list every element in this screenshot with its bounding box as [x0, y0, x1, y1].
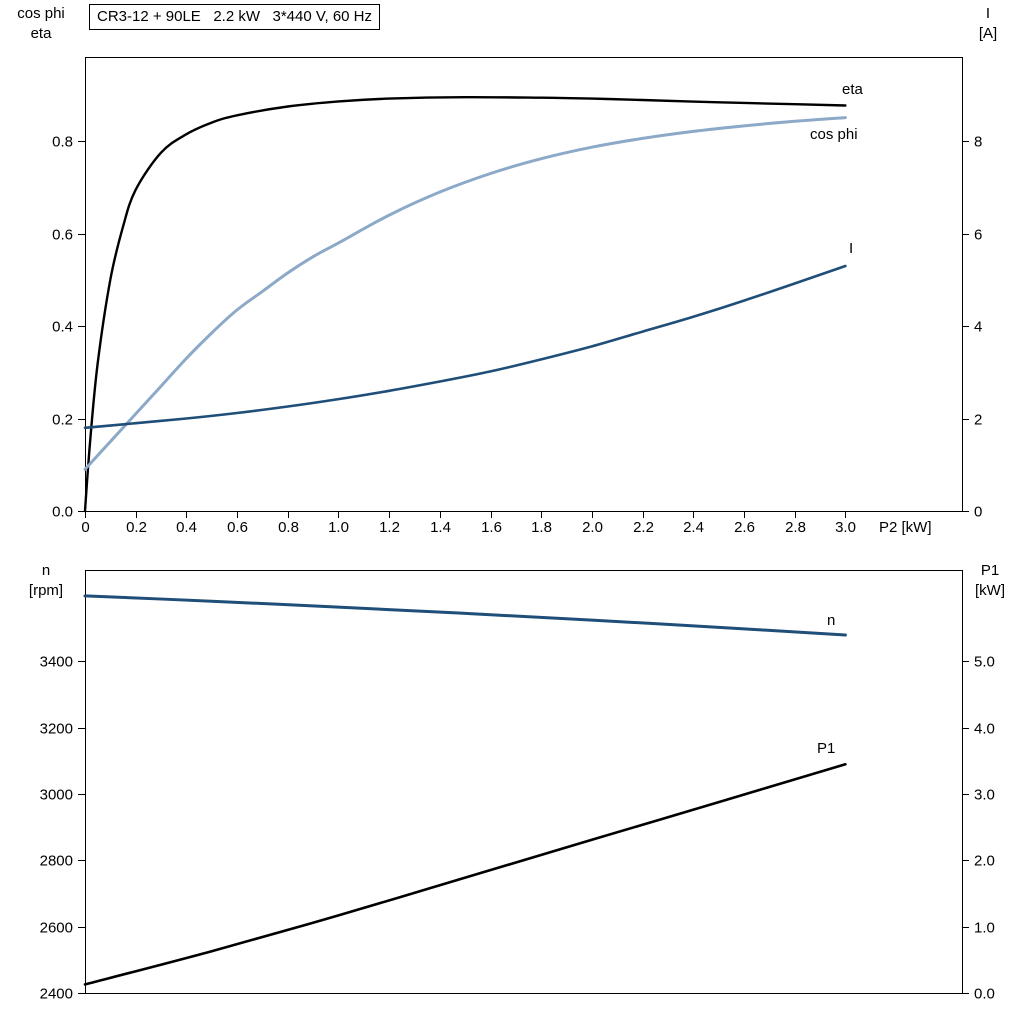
x-tick-label: 2.2 — [633, 519, 654, 536]
y-left-tick-label: 0.8 — [52, 134, 73, 151]
y-left-tick-label: 2400 — [40, 986, 73, 1003]
top-left-axis-label-line2: eta — [30, 25, 52, 42]
y-right-tick-label: 8 — [974, 134, 982, 151]
y-left-tick-label: 3000 — [40, 787, 73, 804]
x-tick-label: 1.4 — [430, 519, 451, 536]
top-right-axis-label-line2: [A] — [978, 25, 998, 42]
y-right-tick-label: 1.0 — [974, 920, 995, 937]
x-tick-label: 0.4 — [176, 519, 197, 536]
y-right-tick-label: 2.0 — [974, 853, 995, 870]
y-right-tick-label: 0.0 — [974, 986, 995, 1003]
x-tick-label: 2.4 — [683, 519, 704, 536]
y-left-tick-label: 3200 — [40, 721, 73, 738]
x-tick-label: 0 — [81, 519, 89, 536]
x-tick-label: 2.0 — [582, 519, 603, 536]
bottom-chart: 2400 2600 2800 3000 3200 3400 0.0 1.0 2.0 3.0 4.0 5… — [40, 570, 995, 1003]
curve-label-p1: P1 — [817, 740, 835, 757]
top-chart: 0.0 0.2 0.4 0.6 0.8 0 2 4 6 8 0 0.2 0.4 0.6 0.8 1.0 1.2 1… — [52, 57, 982, 536]
top-left-axis-label-line1: cos phi — [17, 5, 65, 22]
curve-i — [83, 264, 847, 430]
y-left-tick-label: 2600 — [40, 920, 73, 937]
plot-frame — [85, 57, 963, 512]
y-left-tick-label: 0.2 — [52, 412, 73, 429]
curve-eta — [83, 95, 847, 513]
y-left-tick-label: 0.6 — [52, 227, 73, 244]
x-tick-label: 0.2 — [126, 519, 147, 536]
x-tick-label: 0.6 — [227, 519, 248, 536]
bottom-right-axis-label-line2: [kW] — [975, 582, 1005, 599]
x-tick-label: 1.0 — [328, 519, 349, 536]
x-axis-label: P2 [kW] — [879, 519, 932, 536]
top-right-axis-label-line1: I — [985, 5, 991, 22]
x-tick-label: 2.8 — [785, 519, 806, 536]
curve-label-cos-phi: cos phi — [810, 126, 858, 143]
curve-n — [83, 594, 847, 637]
y-right-tick-label: 4.0 — [974, 721, 995, 738]
plot-frame — [85, 570, 963, 994]
x-tick-label: 3.0 — [835, 519, 856, 536]
x-tick-label: 1.8 — [531, 519, 552, 536]
curve-label-i: I — [849, 240, 853, 257]
curve-label-n: n — [827, 612, 835, 629]
y-left-tick-label: 2800 — [40, 853, 73, 870]
x-tick-label: 1.6 — [481, 519, 502, 536]
y-right-tick-label: 2 — [974, 412, 982, 429]
x-tick-label: 0.8 — [278, 519, 299, 536]
curve-label-eta: eta — [842, 81, 864, 98]
x-tick-label: 1.2 — [379, 519, 400, 536]
y-left-tick-label: 0.0 — [52, 504, 73, 521]
curve-cos-phi — [83, 116, 847, 471]
bottom-left-axis-label-line1: n — [41, 562, 51, 579]
y-right-tick-label: 0 — [974, 504, 982, 521]
chart-title-box: CR3-12 + 90LE 2.2 kW 3*440 V, 60 Hz — [89, 4, 381, 30]
curve-p1 — [83, 763, 847, 986]
y-left-tick-label: 0.4 — [52, 319, 73, 336]
bottom-right-axis-label-line1: P1 — [980, 562, 1000, 579]
bottom-left-axis-label-line2: [rpm] — [28, 582, 64, 599]
y-right-tick-label: 3.0 — [974, 787, 995, 804]
y-right-tick-label: 5.0 — [974, 654, 995, 671]
y-right-tick-label: 4 — [974, 319, 982, 336]
y-right-tick-label: 6 — [974, 227, 982, 244]
x-tick-label: 2.6 — [734, 519, 755, 536]
y-left-tick-label: 3400 — [40, 654, 73, 671]
